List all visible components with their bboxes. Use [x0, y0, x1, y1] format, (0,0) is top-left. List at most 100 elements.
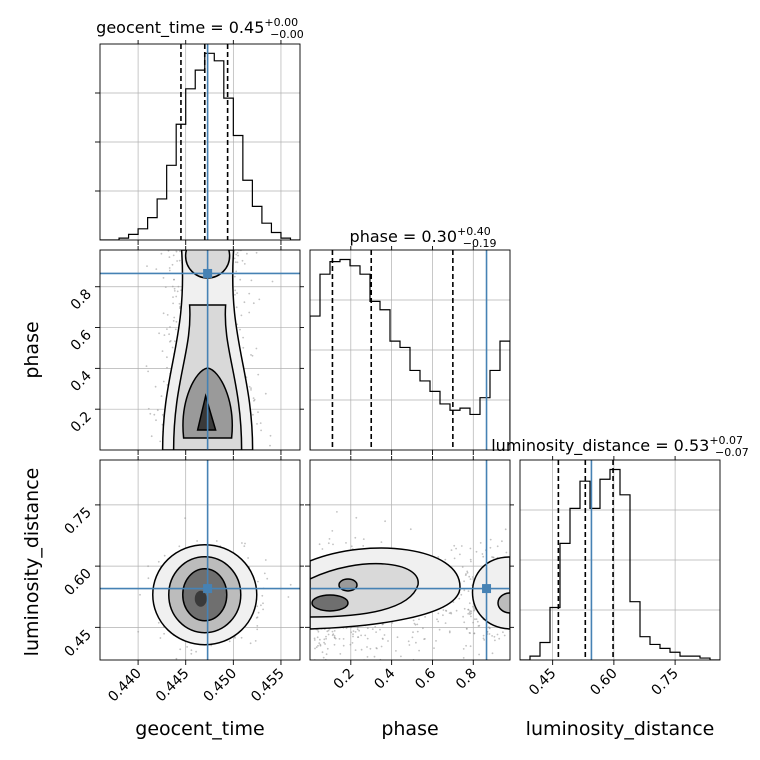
sample-point-p21-327 [413, 622, 416, 625]
sample-point-p10-49 [166, 328, 168, 330]
truth-marker-p20 [203, 584, 213, 594]
sample-point-p21-747 [442, 662, 444, 664]
sample-point-p10-302 [202, 247, 204, 249]
title-luminosity-distance: luminosity_distance = 0.53+0.07 −0.07 [491, 434, 749, 459]
sample-point-p21-835 [473, 609, 476, 612]
sample-point-p21-157 [436, 618, 438, 621]
sample-point-p21-626 [473, 632, 476, 635]
sample-point-p21-87 [462, 657, 465, 659]
sample-point-p21-884 [418, 649, 420, 652]
sample-point-p10-388 [212, 247, 214, 249]
sample-point-p10-239 [146, 265, 148, 267]
sample-point-p20-157 [256, 625, 259, 627]
sample-point-p20-40 [254, 640, 257, 642]
title-geocent-time: geocent_time = 0.45+0.00 −0.00 [96, 16, 304, 41]
sample-point-p10-402 [169, 326, 171, 328]
sample-point-p21-576 [416, 630, 419, 633]
sample-point-p21-590 [352, 633, 354, 636]
sample-point-p10-157 [234, 293, 236, 296]
sample-point-p21-774 [352, 630, 355, 632]
sample-point-p10-60 [175, 295, 178, 298]
sample-point-p10-144 [172, 320, 175, 322]
panel-frame-p21 [309, 459, 511, 661]
sample-point-p21-869 [325, 663, 327, 665]
sample-point-p20-238 [196, 540, 199, 542]
xtick-label-p20-2: 0.450 [200, 666, 240, 706]
sample-point-p10-667 [155, 268, 158, 270]
sample-point-p21-134 [334, 702, 336, 704]
sample-point-p20-469 [257, 611, 260, 614]
sample-point-p10-41 [166, 314, 169, 316]
sample-point-p20-137 [262, 608, 264, 611]
density-contour-p21-right [471, 556, 510, 630]
sample-point-p10-87 [166, 356, 168, 359]
sample-point-p20-599 [247, 557, 250, 559]
sample-point-p10-549 [246, 252, 248, 255]
sample-point-p21-246 [489, 546, 492, 549]
hist-group-phase [310, 250, 510, 450]
hist-phase [310, 258, 510, 450]
sample-point-p10-167 [257, 373, 260, 376]
sample-point-p21-156 [468, 611, 471, 614]
sample-point-p21-507 [408, 644, 411, 646]
sample-point-p21-577 [469, 547, 472, 550]
sample-point-p10-320 [174, 340, 176, 343]
sample-point-p21-630 [391, 622, 394, 624]
sample-point-p10-364 [172, 302, 175, 305]
sample-point-p10-0 [264, 392, 267, 395]
sample-point-p21-770 [467, 612, 470, 615]
sample-point-p21-693 [321, 651, 324, 654]
sample-point-p21-723 [374, 626, 377, 628]
xlabel-phase: phase [381, 718, 438, 740]
panel-frame-p11 [309, 249, 511, 451]
sample-point-p20-216 [147, 577, 150, 580]
sample-point-p21-63 [462, 615, 464, 618]
sample-point-p21-666 [437, 612, 440, 615]
sample-point-p10-538 [149, 412, 152, 415]
sample-point-p10-569 [173, 278, 175, 281]
sample-point-p10-783 [271, 280, 274, 283]
sample-point-p21-287 [465, 644, 467, 647]
sample-point-p20-167 [240, 636, 243, 639]
sample-point-p21-32 [453, 557, 456, 560]
sample-point-p21-24 [414, 623, 417, 626]
sample-point-p21-704 [472, 621, 474, 624]
sample-point-p20-417 [163, 554, 166, 557]
sample-point-p21-14 [470, 560, 472, 563]
sample-point-p10-23 [162, 312, 165, 315]
sample-point-p20-147 [215, 540, 218, 542]
sample-point-p21-439 [381, 637, 384, 640]
sample-point-p10-181 [154, 385, 157, 388]
sample-point-p21-888 [412, 619, 415, 622]
sample-point-p21-609 [444, 622, 447, 624]
sample-point-p21-819 [469, 578, 472, 580]
sample-point-p20-366 [249, 642, 252, 645]
sample-point-p10-210 [155, 419, 157, 422]
sample-point-p20-352 [262, 602, 264, 605]
sample-point-p21-216 [319, 638, 321, 641]
sample-point-p20-605 [186, 646, 189, 648]
sample-point-p21-62 [322, 656, 325, 659]
sample-point-p20-713 [163, 632, 166, 635]
sample-point-p10-454 [235, 253, 238, 256]
sample-point-p10-612 [255, 347, 258, 350]
sample-point-p21-228 [466, 628, 468, 630]
sample-point-p20-587 [139, 593, 141, 596]
sample-point-p20-851 [175, 657, 178, 660]
sample-point-p21-678 [437, 620, 440, 623]
sample-point-p21-103 [496, 633, 499, 636]
sample-point-p21-573 [468, 575, 471, 578]
xtick-label-p20-3: 0.455 [248, 666, 288, 706]
sample-point-p21-729 [327, 542, 330, 545]
xtick-label-p21-2: 0.6 [412, 665, 439, 692]
hist-group-luminosity_distance [520, 460, 720, 660]
sample-point-p21-789 [313, 637, 316, 640]
sample-point-p10-885 [204, 246, 206, 248]
sample-point-p21-234 [416, 623, 419, 626]
sample-point-p10-481 [153, 413, 156, 416]
sample-point-p21-730 [488, 633, 491, 635]
sample-point-p21-365 [383, 634, 386, 636]
sample-point-p21-701 [452, 601, 455, 603]
sample-point-p21-227 [316, 636, 319, 639]
sample-point-p10-875 [233, 275, 236, 278]
